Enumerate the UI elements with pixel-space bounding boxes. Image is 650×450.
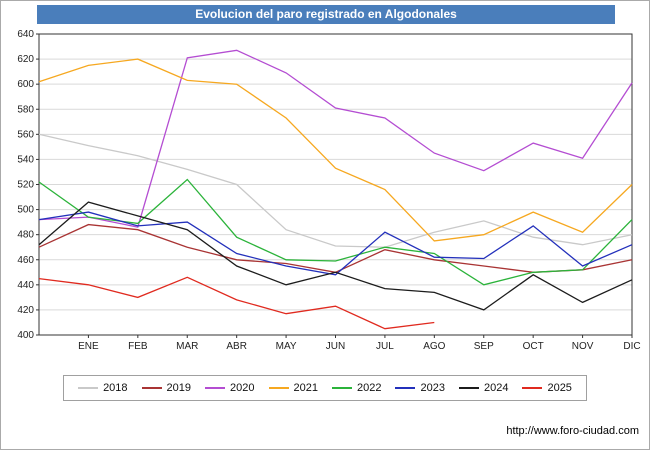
- y-tick-label: 420: [17, 305, 34, 316]
- y-tick-label: 480: [17, 230, 34, 241]
- legend-swatch-2018: [78, 387, 99, 389]
- y-tick-label: 440: [17, 280, 34, 291]
- legend-item-2019: 2019: [141, 382, 192, 394]
- legend-swatch-2019: [141, 387, 162, 389]
- legend-item-2024: 2024: [458, 382, 509, 394]
- y-tick-label: 560: [17, 129, 34, 140]
- series-line-2021: [38, 58, 633, 242]
- x-tick-label: OCT: [523, 341, 544, 352]
- x-tick-label: ENE: [78, 341, 99, 352]
- legend-label-2019: 2019: [166, 382, 192, 394]
- legend-swatch-2025: [522, 387, 543, 389]
- series-line-2022: [38, 178, 633, 286]
- y-tick-label: 500: [17, 205, 34, 216]
- legend-item-2022: 2022: [332, 382, 381, 394]
- legend: 2018 2019 2020 2021 2022 2023 2024 2025: [63, 375, 587, 401]
- legend-label-2025: 2025: [547, 382, 572, 394]
- legend-swatch-2021: [268, 387, 289, 389]
- series-line-2018: [38, 133, 633, 248]
- legend-item-2025: 2025: [522, 382, 572, 394]
- plot-area: 400 420 440 460 480 500 520 540 560 580 600 620 640 E…: [5, 27, 647, 365]
- line-chart: 400 420 440 460 480 500 520 540 560 580 600 620 640 E…: [17, 29, 640, 352]
- legend-item-2018: 2018: [78, 382, 128, 394]
- y-tick-label: 540: [17, 154, 34, 165]
- legend-label-2023: 2023: [420, 382, 445, 394]
- legend-label-2021: 2021: [293, 382, 318, 394]
- legend-swatch-2020: [205, 387, 226, 389]
- x-tick-label: SEP: [474, 341, 494, 352]
- legend-swatch-2024: [458, 387, 479, 389]
- legend-swatch-2022: [332, 387, 352, 389]
- y-tick-label: 400: [17, 330, 34, 341]
- legend-label-2018: 2018: [103, 382, 128, 394]
- series-line-2020: [38, 49, 633, 228]
- x-tick-label: FEB: [128, 341, 148, 352]
- y-tick-label: 640: [17, 29, 34, 40]
- x-tick-label: DIC: [623, 341, 640, 352]
- legend-item-2023: 2023: [395, 382, 445, 394]
- y-tick-label: 620: [17, 54, 34, 65]
- series-line-2025: [38, 276, 435, 330]
- legend-label-2020: 2020: [230, 382, 255, 394]
- x-tick-label: JUL: [376, 341, 394, 352]
- legend-item-2020: 2020: [205, 382, 255, 394]
- x-tick-label: JUN: [326, 341, 345, 352]
- y-tick-label: 580: [17, 104, 34, 115]
- series-line-2019: [38, 223, 633, 273]
- x-tick-label: NOV: [572, 341, 594, 352]
- chart-title: Evolucion del paro registrado en Algodon…: [37, 5, 615, 24]
- x-tick-label: MAR: [176, 341, 198, 352]
- series-line-2023: [38, 211, 633, 276]
- y-tick-label: 520: [17, 180, 34, 191]
- legend-label-2022: 2022: [357, 382, 382, 394]
- y-tick-label: 600: [17, 79, 34, 90]
- x-tick-label: AGO: [423, 341, 445, 352]
- legend-label-2024: 2024: [483, 382, 509, 394]
- x-tick-label: MAY: [276, 341, 297, 352]
- series-line-2024: [38, 201, 633, 311]
- footer-url-link[interactable]: http://www.foro-ciudad.com: [506, 425, 639, 437]
- legend-row: 2018 2019 2020 2021 2022 2023 2024 2025: [1, 375, 649, 401]
- x-tick-label: ABR: [226, 341, 247, 352]
- legend-swatch-2023: [395, 387, 416, 389]
- y-tick-label: 460: [17, 255, 34, 266]
- legend-item-2021: 2021: [268, 382, 318, 394]
